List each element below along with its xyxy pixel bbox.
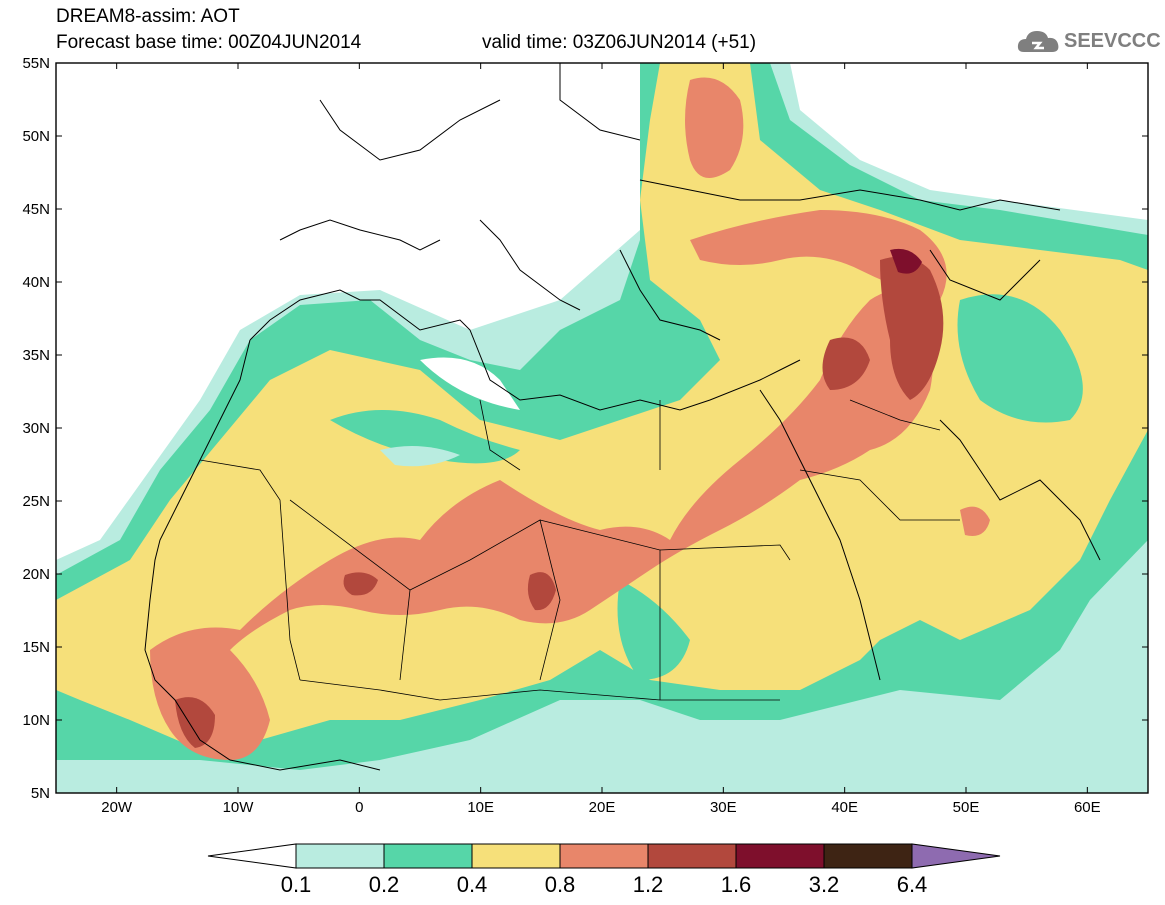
lon-tick-label: 40E — [831, 799, 858, 816]
lon-tick-label: 30E — [710, 799, 737, 816]
colorbar-box — [823, 843, 913, 869]
colorbar-level-label: 1.2 — [633, 872, 664, 897]
colorbar-box — [559, 843, 649, 869]
valid-time: valid time: 03Z06JUN2014 (+51) — [482, 32, 757, 53]
colorbar-level-label: 0.8 — [545, 872, 576, 897]
coastlines — [144, 63, 1101, 771]
colorbar-box — [295, 843, 385, 869]
lat-tick-label: 20N — [22, 566, 50, 583]
colorbar-level-label: 0.2 — [369, 872, 400, 897]
colorbar-min-arrow — [207, 843, 297, 869]
colorbar-box — [471, 843, 561, 869]
latitude-axis: 5N 10N 15N 20N 25N 30N 35N 40N 45N 50N 55N — [22, 55, 1148, 802]
country-borders — [199, 399, 960, 701]
lon-tick-label: 50E — [953, 799, 980, 816]
colorbar-box — [383, 843, 473, 869]
lon-tick-label: 60E — [1074, 799, 1101, 816]
lat-tick-label: 10N — [22, 712, 50, 729]
forecast-base-time: Forecast base time: 00Z04JUN2014 — [56, 32, 362, 53]
aot-field — [56, 63, 1148, 793]
lon-tick-label: 20E — [589, 799, 616, 816]
colorbar-box — [647, 843, 737, 869]
lat-tick-label: 45N — [22, 201, 50, 218]
map-title: DREAM8-assim: AOT — [56, 6, 240, 27]
colorbar-level-label: 6.4 — [897, 872, 928, 897]
colorbar-max-arrow — [911, 843, 1001, 869]
colorbar-level-label: 3.2 — [809, 872, 840, 897]
colorbar-level-label: 0.4 — [457, 872, 488, 897]
lat-tick-label: 30N — [22, 420, 50, 437]
colorbar-level-label: 1.6 — [721, 872, 752, 897]
lat-tick-label: 55N — [22, 55, 50, 72]
lat-tick-label: 50N — [22, 128, 50, 145]
lat-tick-label: 25N — [22, 493, 50, 510]
lat-tick-label: 5N — [31, 785, 50, 802]
colorbar-level-label: 0.1 — [281, 872, 312, 897]
seevccc-logo: SEEVCCC — [1016, 26, 1161, 56]
lat-tick-label: 40N — [22, 274, 50, 291]
colorbar-box — [735, 843, 825, 869]
lon-tick-label: 10W — [223, 799, 255, 816]
lon-tick-label: 10E — [467, 799, 494, 816]
lon-tick-label: 20W — [101, 799, 133, 816]
colorbar: 0.1 0.2 0.4 0.8 1.2 1.6 3.2 6.4 — [207, 843, 1001, 897]
lat-tick-label: 35N — [22, 347, 50, 364]
lat-tick-label: 15N — [22, 639, 50, 656]
cloud-icon — [1017, 31, 1059, 52]
lon-tick-label: 0 — [355, 799, 363, 816]
longitude-axis: 20W 10W 0 10E 20E 30E 40E 50E 60E — [101, 63, 1101, 816]
